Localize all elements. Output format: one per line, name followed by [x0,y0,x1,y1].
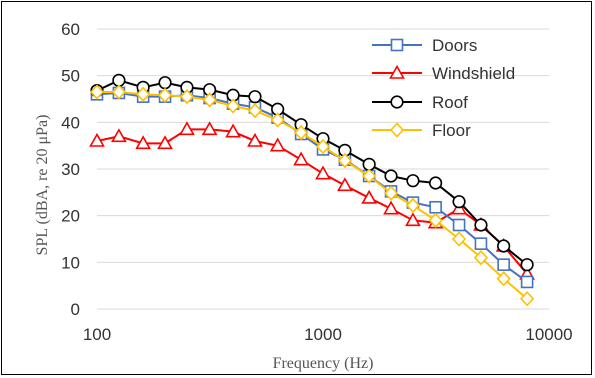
data-point-roof [248,90,262,104]
data-point-windshield [383,200,399,215]
legend-item-doors: Doors [372,36,477,55]
data-point-windshield [293,151,309,166]
data-point-floor [473,249,489,266]
data-point-windshield [361,189,378,204]
data-point-windshield [269,137,286,152]
data-point-roof [429,176,443,190]
data-point-floor [179,88,195,105]
data-point-floor [451,231,467,247]
data-point-floor [383,185,399,201]
data-point-floor [315,138,331,155]
data-point-windshield [157,135,173,150]
y-tick-label: 10 [61,253,80,272]
y-axis-title: SPL (dBA, re 20 μPa) [34,115,51,256]
data-point-floor [202,92,217,108]
legend-marker-doors [390,38,404,52]
legend-item-roof: Roof [372,93,468,112]
y-tick-label: 30 [61,160,80,179]
gridlines [97,28,549,310]
data-point-roof [520,258,534,272]
data-point-doors [474,237,488,250]
data-point-roof [474,218,488,232]
data-point-windshield [89,132,105,147]
data-point-floor [294,124,309,141]
axes: 0 10 20 30 40 50 60 100 1000 10000 [61,20,573,344]
x-tick-label: 1000 [304,325,342,344]
data-point-doors [520,275,534,289]
data-point-windshield [111,128,127,143]
legend-label-floor: Floor [432,121,471,140]
series-doors [90,86,534,289]
data-point-floor [225,98,241,114]
data-point-doors [429,200,442,214]
legend-label-roof: Roof [432,93,468,112]
data-point-windshield [225,123,241,138]
data-point-windshield [201,121,218,136]
data-point-windshield [405,212,421,227]
data-point-floor [157,87,173,103]
legend: Doors Windshield Roof Floor [372,36,515,140]
data-point-floor [405,197,421,214]
y-tick-label: 50 [61,67,80,86]
data-point-roof [452,195,466,209]
data-point-floor [520,291,535,307]
data-point-windshield [179,121,195,136]
y-tick-label: 20 [61,207,80,226]
legend-marker-roof [390,95,404,109]
data-point-floor [428,212,443,229]
data-point-doors [497,258,510,271]
data-point-windshield [337,177,353,192]
legend-label-doors: Doors [432,36,477,55]
data-point-floor [362,168,377,184]
data-point-floor [111,84,126,100]
legend-label-windshield: Windshield [432,64,515,83]
y-tick-label: 40 [61,113,80,132]
data-point-floor [247,102,263,119]
y-tick-label: 60 [61,20,80,39]
x-axis-title: Frequency (Hz) [273,355,374,372]
series-layer [89,73,535,307]
data-point-doors [452,218,466,232]
series-floor [89,84,535,307]
data-point-windshield [135,135,152,150]
x-tick-label: 100 [83,325,111,344]
legend-item-windshield: Windshield [372,64,515,83]
data-point-floor [496,270,511,287]
data-point-floor [89,84,105,100]
y-tick-label: 0 [71,300,80,319]
data-point-windshield [315,165,331,180]
data-point-windshield [247,132,263,147]
data-point-roof [497,239,511,253]
data-point-floor [270,112,285,128]
legend-marker-floor [389,122,405,138]
x-tick-label: 10000 [525,325,572,344]
legend-marker-windshield [389,64,405,79]
data-point-floor [337,152,352,169]
data-point-roof [384,169,398,183]
data-point-roof [158,76,172,90]
data-point-floor [136,86,151,103]
legend-item-floor: Floor [372,121,471,140]
series-windshield [89,121,535,280]
data-point-roof [406,174,420,188]
